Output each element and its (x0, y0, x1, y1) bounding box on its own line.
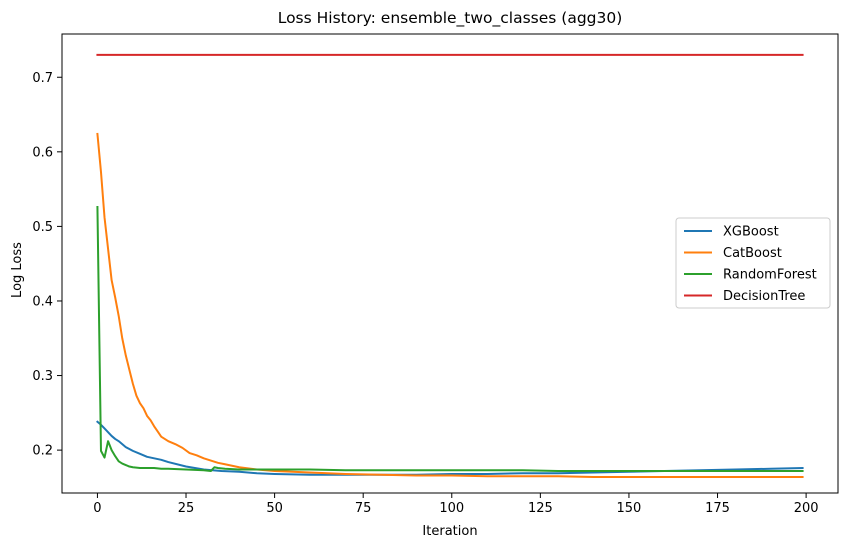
x-tick-label: 100 (439, 501, 464, 516)
y-tick-label: 0.7 (32, 71, 53, 86)
x-tick-label: 150 (617, 501, 642, 516)
axes-frame (61, 33, 839, 494)
x-tick-label: 50 (266, 501, 283, 516)
series-line-catboost (96, 132, 804, 478)
chart-title: Loss History: ensemble_two_classes (agg3… (278, 9, 623, 28)
x-tick-label: 175 (705, 501, 730, 516)
y-tick-label: 0.5 (32, 220, 53, 235)
x-tick-label: 125 (528, 501, 553, 516)
legend-label-xgboost: XGBoost (723, 225, 779, 240)
legend: XGBoost CatBoost RandomForest DecisionTree (675, 217, 831, 309)
y-axis-label: Log Loss (10, 242, 25, 298)
legend-label-decisiontree: DecisionTree (723, 289, 805, 304)
x-tick-label: 25 (178, 501, 195, 516)
x-tick-label: 200 (794, 501, 819, 516)
plot-area: 0 25 50 75 100 125 150 175 200 0.2 0.3 0.4 0.5 0.6 0.7 (32, 33, 839, 516)
x-axis-label: Iteration (422, 524, 477, 539)
y-tick-label: 0.4 (32, 294, 53, 309)
series-line-xgboost (96, 420, 804, 476)
series-line-randomforest (96, 205, 804, 472)
x-tick-label: 0 (93, 501, 101, 516)
legend-box (675, 217, 831, 309)
legend-label-randomforest: RandomForest (723, 268, 817, 283)
x-tick-label: 75 (355, 501, 372, 516)
y-tick-label: 0.3 (32, 369, 53, 384)
y-tick-label: 0.2 (32, 444, 53, 459)
legend-label-catboost: CatBoost (723, 246, 782, 261)
y-tick-label: 0.6 (32, 145, 53, 160)
